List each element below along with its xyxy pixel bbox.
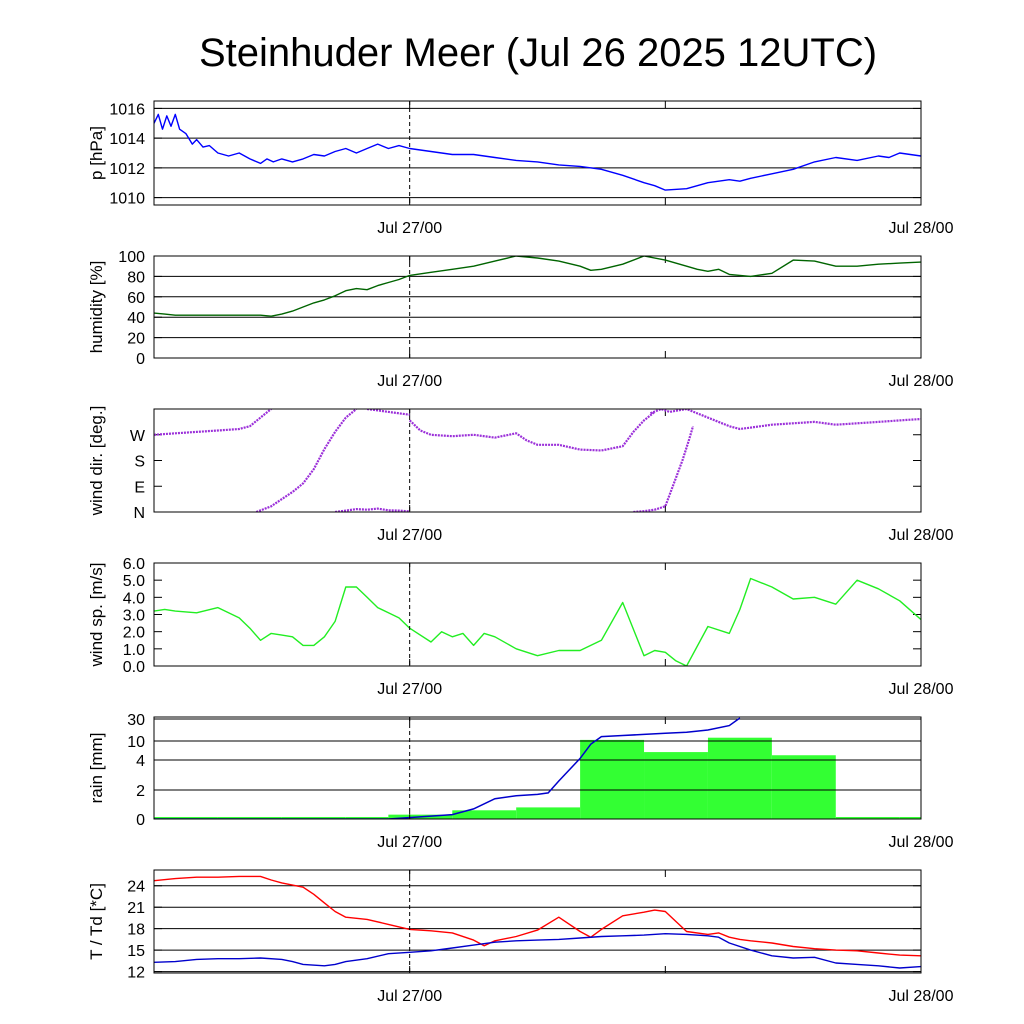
ytick-label: 4.0 <box>123 590 145 607</box>
xtick-label: Jul 28/00 <box>889 373 954 390</box>
series-line-td <box>154 933 921 969</box>
y-axis-label: T / Td [*C] <box>87 883 106 960</box>
ytick-label: 80 <box>127 269 145 286</box>
ytick-label: 24 <box>127 879 145 896</box>
y-axis-label: p [hPa] <box>87 126 106 180</box>
series-line-wind_dir-2 <box>334 507 410 512</box>
panel-pressure: 1010 1012 1014 1016 Jul 27/00 Jul 28/00 p [hPa… <box>87 100 954 237</box>
ytick-label: 1010 <box>109 191 145 208</box>
ytick-label: 60 <box>127 290 145 307</box>
ytick-label: 0 <box>136 812 145 829</box>
plot-area-humidity <box>154 256 921 317</box>
xtick-label: Jul 27/00 <box>377 988 442 1005</box>
rain-bar <box>452 810 517 819</box>
rain-bar <box>899 817 921 819</box>
series-line-wind_speed <box>154 577 921 666</box>
plot-area-wind_dir <box>154 409 921 512</box>
xtick-label: Jul 27/00 <box>377 373 442 390</box>
plot-area-pressure <box>154 113 921 191</box>
panel-frame <box>153 255 922 359</box>
panel-frame <box>153 869 922 974</box>
ytick-label: 1.0 <box>123 642 145 659</box>
ytick-label: N <box>133 505 145 522</box>
chart-title: Steinhuder Meer (Jul 26 2025 12UTC) <box>199 31 877 75</box>
rain-bar <box>217 817 282 819</box>
ytick-label: 12 <box>127 965 145 982</box>
panel-frame <box>153 100 922 206</box>
rain-bar <box>835 817 900 819</box>
xtick-label: Jul 28/00 <box>889 220 954 237</box>
panel-wind_speed: 0.01.02.03.04.05.06.0 Jul 27/00 Jul 28/00 w… <box>87 556 954 698</box>
series-line-wind_dir-4 <box>408 411 656 452</box>
ytick-label: 2 <box>136 783 145 800</box>
panel-temp_dewpoint: 12 15 18 21 24 Jul 27/00 Jul 28/00 T / Td [*C] <box>87 869 954 1005</box>
y-axis-label: rain [mm] <box>87 733 106 804</box>
ytick-label: 0 <box>136 351 145 368</box>
series-line-wind_dir-5 <box>633 425 695 512</box>
panel-frame <box>153 408 922 513</box>
ytick-label: 1012 <box>109 161 145 178</box>
ytick-label: 100 <box>118 249 145 266</box>
y-axis-label: wind dir. [deg.] <box>87 406 106 517</box>
series-line-wind_dir-0 <box>154 409 272 436</box>
plot-area-temp_dewpoint <box>154 875 921 969</box>
xtick-label: Jul 28/00 <box>889 834 954 851</box>
rain-bar <box>707 737 772 819</box>
ytick-label: 1016 <box>109 101 145 118</box>
rain-bar <box>644 752 708 819</box>
ytick-label: 3.0 <box>123 608 145 625</box>
rain-bar <box>580 739 645 819</box>
xtick-label: Jul 28/00 <box>889 681 954 698</box>
ytick-label: 15 <box>127 943 145 960</box>
rain-bar <box>516 807 581 819</box>
xtick-label: Jul 28/00 <box>889 527 954 544</box>
panel-frame <box>153 562 922 667</box>
rain-bar <box>345 817 389 819</box>
ytick-label: 21 <box>127 900 145 917</box>
ytick-label: 1014 <box>109 131 145 148</box>
ytick-label: S <box>134 454 145 471</box>
rain-bar <box>771 755 836 819</box>
rain-accumulated-line <box>154 717 741 819</box>
panel-humidity: 0 20 40 60 80 100 Jul 27/00 Jul 28/00 humidity [… <box>87 249 954 390</box>
ytick-label: 20 <box>127 331 145 348</box>
ytick-label: W <box>130 428 146 445</box>
plot-area-wind_speed <box>154 577 921 666</box>
y-axis-label: humidity [%] <box>87 261 106 354</box>
panel-frame <box>153 716 922 820</box>
xtick-label: Jul 28/00 <box>889 988 954 1005</box>
plot-area-rain <box>154 717 921 819</box>
xtick-label: Jul 27/00 <box>377 834 442 851</box>
ytick-label: E <box>134 479 145 496</box>
series-line-wind_dir-6 <box>649 409 921 431</box>
ytick-label: 18 <box>127 922 145 939</box>
xtick-label: Jul 27/00 <box>377 681 442 698</box>
series-line-wind_dir-3 <box>366 409 410 416</box>
ytick-label: 4 <box>136 753 145 770</box>
xtick-label: Jul 27/00 <box>377 527 442 544</box>
ytick-label: 40 <box>127 310 145 327</box>
series-line-t <box>154 875 921 957</box>
ytick-label: 10 <box>127 734 145 751</box>
rain-bar <box>281 817 346 819</box>
ytick-label: 30 <box>127 712 145 729</box>
ytick-label: 5.0 <box>123 573 145 590</box>
series-line-humidity <box>154 256 921 317</box>
series-line-pressure <box>154 113 921 191</box>
panel-rain: 0 2 4 10 30 Jul 27/00 Jul 28/00 rain [mm] <box>87 712 954 851</box>
ytick-label: 0.0 <box>123 659 145 676</box>
xtick-label: Jul 27/00 <box>377 220 442 237</box>
series-line-wind_dir-1 <box>255 409 358 512</box>
y-axis-label: wind sp. [m/s] <box>87 563 106 668</box>
rain-bar <box>154 817 218 819</box>
ytick-label: 2.0 <box>123 625 145 642</box>
ytick-label: 6.0 <box>123 556 145 573</box>
